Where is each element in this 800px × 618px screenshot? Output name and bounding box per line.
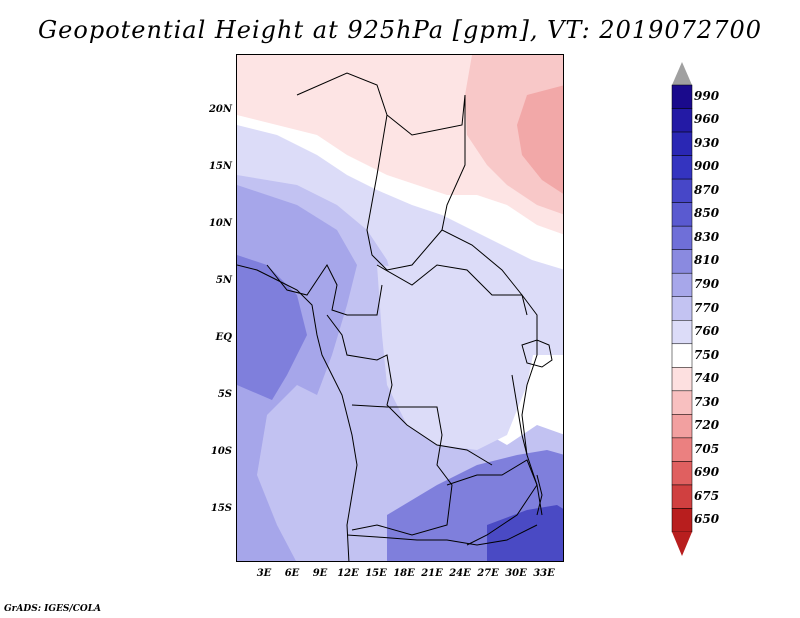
colorbar-bottom-arrow [672,532,692,556]
colorbar-label-720: 720 [694,418,720,433]
colorbar-box-730 [671,390,693,415]
grads-credit: GrADS: IGES/COLA [4,604,102,614]
colorbar-box-960 [671,108,693,133]
colorbar-label-770: 770 [694,300,720,315]
colorbar-box-750 [671,343,693,368]
border-cameroon [266,264,383,316]
colorbar-box-720 [671,414,693,439]
colorbar-label-870: 870 [694,182,720,197]
field-deep-blue-southeast [487,505,563,561]
field-red-northeast [517,85,563,194]
colorbar [671,62,693,556]
geopotential-field [237,55,563,561]
colorbar-label-930: 930 [694,135,720,150]
lat-label-5n: 5N [215,275,232,286]
border-angola [351,404,453,536]
colorbar-label-740: 740 [694,371,720,386]
lon-label-21e: 21E [421,568,443,579]
colorbar-label-675: 675 [694,488,720,503]
lon-label-6e: 6E [284,568,300,579]
colorbar-box-740 [671,367,693,392]
field-pale-blue-congo [377,265,537,450]
border-zambia [446,459,538,546]
lon-label-12e: 12E [337,568,359,579]
colorbar-top-arrow [672,62,692,85]
lat-label-10n: 10N [208,218,232,229]
lat-label-10s: 10S [210,446,232,457]
colorbar-label-705: 705 [694,441,720,456]
colorbar-label-760: 760 [694,324,720,339]
colorbar-box-810 [671,249,693,274]
colorbar-box-770 [671,296,693,321]
lake-victoria [521,339,553,368]
colorbar-label-830: 830 [694,229,720,244]
lon-label-30e: 30E [505,568,527,579]
lon-label-9e: 9E [312,568,328,579]
colorbar-box-930 [671,131,693,156]
colorbar-box-870 [671,178,693,203]
lat-label-15n: 15N [208,161,232,172]
colorbar-label-690: 690 [694,465,720,480]
lat-label-15s: 15S [210,503,232,514]
colorbar-box-900 [671,155,693,180]
colorbar-box-990 [671,84,693,109]
field-blue-coastal [237,255,307,400]
colorbar-box-830 [671,225,693,250]
border-chad [366,114,443,271]
lon-label-15e: 15E [365,568,387,579]
border-congo [326,314,493,466]
lon-label-27e: 27E [477,568,499,579]
lon-label-3e: 3E [256,568,272,579]
lon-label-18e: 18E [393,568,415,579]
colorbar-label-650: 650 [694,512,720,527]
colorbar-box-790 [671,272,693,297]
colorbar-box-705 [671,437,693,462]
lon-label-33e: 33E [533,568,555,579]
lat-label-20n: 20N [208,104,232,115]
lat-label-5s: 5S [217,389,232,400]
colorbar-label-730: 730 [694,394,720,409]
country-borders [237,72,553,561]
lake-malawi [536,474,543,516]
border-south [346,524,538,546]
colorbar-box-650 [671,508,693,533]
map-title: Geopotential Height at 925hPa [gpm], VT:… [38,16,762,44]
colorbar-box-760 [671,320,693,345]
lat-label-eq: EQ [215,332,232,343]
coastline-gulf [237,264,358,561]
colorbar-label-750: 750 [694,347,720,362]
colorbar-label-850: 850 [694,206,720,221]
colorbar-box-850 [671,202,693,227]
colorbar-label-810: 810 [694,253,720,268]
colorbar-label-960: 960 [694,112,720,127]
map-plot-area [236,54,564,562]
colorbar-label-900: 900 [694,159,720,174]
colorbar-box-690 [671,461,693,486]
colorbar-label-790: 790 [694,276,720,291]
lake-tanganyika [511,374,528,456]
colorbar-boxes [671,84,693,533]
colorbar-label-990: 990 [694,88,720,103]
lon-label-24e: 24E [449,568,471,579]
colorbar-box-675 [671,484,693,509]
